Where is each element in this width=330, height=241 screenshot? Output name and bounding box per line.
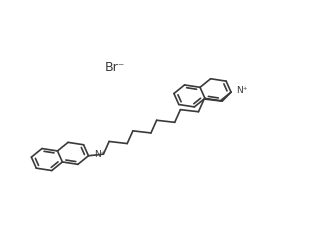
Text: N⁺: N⁺ [236,87,248,95]
Text: Br⁻: Br⁻ [105,61,125,74]
Text: N⁺: N⁺ [94,150,105,159]
